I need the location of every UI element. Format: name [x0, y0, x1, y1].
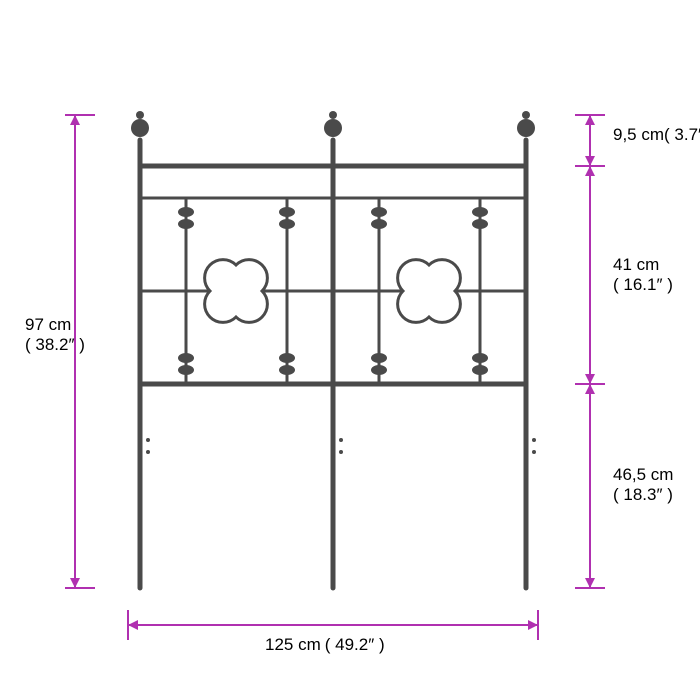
- dim-segment-bottom: 46,5 cm ( 18.3″ ): [575, 384, 673, 588]
- svg-text:97 cm: 97 cm: [25, 315, 71, 334]
- panel-left: [140, 198, 333, 384]
- finial-ball: [324, 119, 342, 137]
- dim-value-in: ( 16.1″ ): [613, 275, 673, 294]
- dim-segment-mid: 41 cm ( 16.1″ ): [575, 166, 673, 384]
- dim-value: 125 cm: [265, 635, 321, 654]
- dim-value-in: ( 18.3″ ): [613, 485, 673, 504]
- svg-text:125 cm( 49.2″ ): 125 cm( 49.2″ ): [265, 635, 385, 654]
- finial-ball: [131, 119, 149, 137]
- dim-segment-top: 9,5 cm( 3.7″ ): [575, 115, 700, 166]
- svg-text:( 18.3″ ): ( 18.3″ ): [613, 485, 673, 504]
- dim-value: 41 cm: [613, 255, 659, 274]
- dim-value-in: ( 49.2″ ): [325, 635, 385, 654]
- dim-width: 125 cm( 49.2″ ): [128, 610, 538, 654]
- svg-text:46,5 cm: 46,5 cm: [613, 465, 673, 484]
- svg-text:( 16.1″ ): ( 16.1″ ): [613, 275, 673, 294]
- svg-text:( 38.2″ ): ( 38.2″ ): [25, 335, 85, 354]
- dim-value: 97 cm: [25, 315, 71, 334]
- finial-ball: [517, 119, 535, 137]
- dim-value: 9,5 cm: [613, 125, 664, 144]
- dim-value-in: ( 3.7″ ): [664, 125, 700, 144]
- headboard-frame: [131, 111, 536, 588]
- headboard-diagram: 97 cm ( 38.2″ ) 9,5 cm( 3.7″ ) 41 cm ( 1…: [0, 0, 700, 700]
- dim-height-total: 97 cm ( 38.2″ ): [25, 115, 95, 588]
- svg-text:9,5 cm( 3.7″ ): 9,5 cm( 3.7″ ): [613, 125, 700, 144]
- quatrefoil-icon: [205, 260, 268, 323]
- dim-value: 46,5 cm: [613, 465, 673, 484]
- quatrefoil-icon: [398, 260, 461, 323]
- svg-text:41 cm: 41 cm: [613, 255, 659, 274]
- dim-value-in: ( 38.2″ ): [25, 335, 85, 354]
- panel-right: [333, 198, 526, 384]
